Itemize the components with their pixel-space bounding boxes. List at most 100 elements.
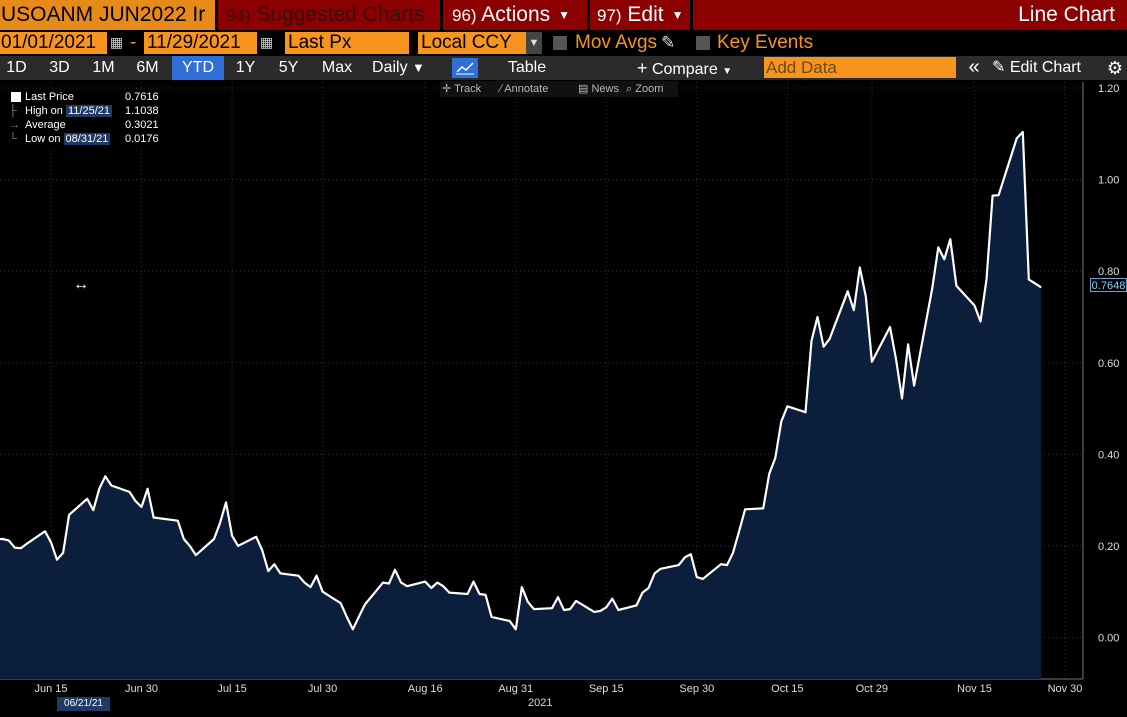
start-date-field[interactable]: 01/01/2021 (0, 32, 107, 54)
legend-row-high: ├ High on 11/25/21 1.1038 (5, 104, 163, 118)
annotate-tool[interactable]: ∕ Annotate (500, 81, 548, 97)
security-ticker-field[interactable]: USOANM JUN2022 Ir (0, 0, 215, 30)
data-point (364, 603, 366, 606)
pencil-icon[interactable]: ✎ (661, 33, 676, 52)
mov-avgs-label[interactable]: Mov Avgs (575, 32, 658, 53)
data-point (394, 569, 396, 571)
data-point (895, 358, 897, 360)
data-point (829, 338, 831, 340)
period-1d-button[interactable]: 1D (6, 59, 27, 76)
chart-legend: Last Price 0.7616 ├ High on 11/25/21 1.1… (5, 90, 163, 149)
edit-chart-button[interactable]: ✎ Edit Chart (992, 56, 1097, 80)
period-1y-button[interactable]: 1Y (235, 59, 256, 76)
suggested-charts-number: 94) (226, 6, 251, 25)
x-tick-label: Aug 31 (498, 683, 533, 695)
table-view-button[interactable]: Table (507, 59, 547, 76)
data-point (774, 457, 776, 459)
period-1m-button[interactable]: 1M (92, 59, 115, 76)
data-point (225, 501, 227, 503)
data-point (98, 488, 100, 490)
data-point (448, 592, 450, 594)
data-point (436, 582, 438, 584)
suggested-charts-label: Suggested Charts (256, 3, 425, 26)
dropdown-arrow-icon[interactable]: ▼ (526, 32, 542, 54)
currency-select[interactable]: Local CCY (418, 32, 526, 54)
y-tick-label: 0.00 (1098, 633, 1119, 645)
data-point (871, 361, 873, 363)
magnifier-icon: ⌕ (626, 83, 633, 95)
data-point (605, 606, 607, 608)
mov-avgs-checkbox[interactable] (553, 36, 567, 50)
plus-icon: + (637, 58, 648, 78)
compare-button[interactable]: + Compare ▼ (634, 56, 749, 80)
legend-value: 0.3021 (125, 119, 159, 131)
period-max-button[interactable]: Max (321, 59, 353, 76)
track-tool[interactable]: ✛ Track (442, 81, 481, 97)
data-point (237, 545, 239, 547)
add-data-input[interactable]: Add Data (764, 57, 956, 78)
data-point (86, 498, 88, 500)
data-point (68, 514, 70, 516)
x-tick-label: Sep 15 (589, 683, 624, 695)
data-point (231, 535, 233, 537)
data-point (1016, 137, 1018, 139)
edit-menu-button[interactable]: 97) Edit ▼ (590, 0, 690, 30)
data-point (563, 609, 565, 611)
key-events-checkbox[interactable] (696, 36, 710, 50)
data-point (641, 592, 644, 594)
data-point (424, 581, 426, 583)
news-tool[interactable]: ▤ News (578, 81, 619, 97)
edit-label: Edit (627, 3, 664, 26)
calendar-icon[interactable]: ▦ (259, 34, 274, 50)
frequency-select[interactable]: Daily ▼ (366, 56, 438, 80)
data-point (907, 343, 909, 345)
series-line-last-price (0, 130, 1042, 631)
calendar-icon[interactable]: ▦ (109, 34, 124, 50)
data-point (804, 411, 807, 413)
legend-swatch (11, 92, 21, 102)
data-point (599, 610, 601, 612)
end-date-field[interactable]: 11/29/2021 (144, 32, 257, 54)
data-point (575, 600, 577, 602)
actions-menu-button[interactable]: 96) Actions ▼ (443, 0, 587, 30)
data-point (213, 538, 215, 540)
data-point (823, 346, 825, 348)
period-5y-button[interactable]: 5Y (278, 59, 299, 76)
zoom-tool[interactable]: ⌕ Zoom (626, 81, 663, 97)
x-tick-label: Jul 30 (308, 683, 337, 695)
data-point (340, 602, 342, 604)
period-ytd-button[interactable]: YTD (172, 56, 224, 80)
data-point (297, 575, 300, 577)
legend-value: 1.1038 (125, 105, 159, 117)
data-point (593, 611, 595, 613)
data-point (442, 585, 444, 587)
period-3d-button[interactable]: 3D (49, 59, 70, 76)
line-chart-type-button[interactable] (452, 58, 478, 78)
data-point (104, 475, 106, 477)
suggested-charts-button[interactable]: 94) Suggested Charts (218, 0, 440, 30)
price-chart[interactable]: 0.00 0.20 0.40 0.60 0.80 1.00 1.20 Jun 15 Jun 30… (0, 82, 1127, 717)
x-tick-label: Jun 15 (34, 683, 67, 695)
legend-value: 0.7616 (125, 91, 159, 103)
data-point (889, 326, 891, 328)
data-point (654, 572, 656, 574)
collapse-chevron-icon[interactable]: « (968, 56, 980, 78)
gear-icon[interactable]: ⚙ (1106, 58, 1124, 78)
view-title: Line Chart (693, 0, 1127, 30)
data-point (346, 616, 348, 618)
price-field-select[interactable]: Last Px (285, 32, 409, 54)
data-point (569, 608, 571, 610)
data-point (816, 316, 819, 318)
legend-label: Last Price (25, 91, 74, 103)
data-point (8, 539, 10, 541)
data-point (2, 538, 4, 540)
data-point (647, 587, 650, 589)
data-point (527, 601, 529, 603)
period-6m-button[interactable]: 6M (136, 59, 159, 76)
data-point (732, 552, 734, 554)
y-tick-label: 1.00 (1098, 175, 1119, 187)
data-point (466, 593, 469, 595)
legend-label: Low on 08/31/21 (25, 133, 111, 145)
data-point (726, 564, 728, 566)
key-events-label[interactable]: Key Events (717, 32, 814, 53)
